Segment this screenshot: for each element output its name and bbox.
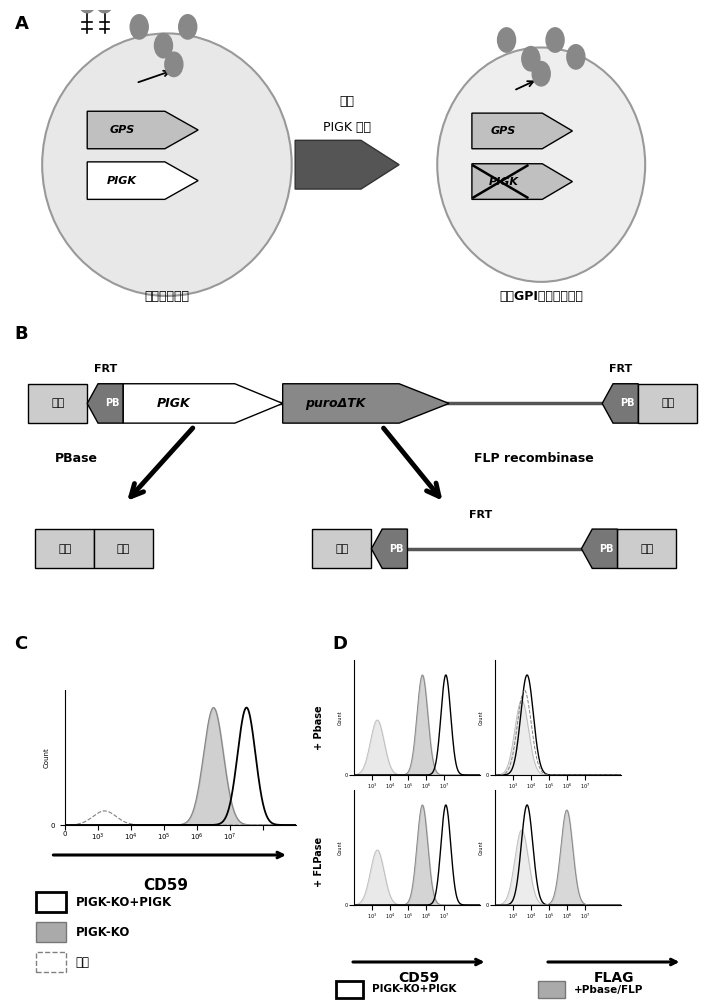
Bar <box>94 529 153 568</box>
Text: puroΔTK: puroΔTK <box>305 397 365 410</box>
Text: FLP recombinase: FLP recombinase <box>474 452 594 465</box>
Circle shape <box>78 0 96 13</box>
Circle shape <box>497 28 516 52</box>
Text: FLAG: FLAG <box>593 971 634 985</box>
Ellipse shape <box>42 33 292 296</box>
Bar <box>617 529 677 568</box>
Text: GPS: GPS <box>491 126 516 136</box>
Circle shape <box>165 52 183 77</box>
Bar <box>36 952 66 972</box>
Polygon shape <box>123 384 283 423</box>
Text: PB: PB <box>105 398 119 408</box>
Circle shape <box>130 15 148 39</box>
Text: A: A <box>14 15 28 33</box>
Text: PB: PB <box>619 398 634 408</box>
Polygon shape <box>602 384 638 423</box>
Text: 基因: 基因 <box>58 544 71 554</box>
Bar <box>313 529 371 568</box>
Text: PIGK: PIGK <box>489 177 518 187</box>
Polygon shape <box>87 162 198 199</box>
Circle shape <box>95 0 113 13</box>
Bar <box>35 529 94 568</box>
Polygon shape <box>472 164 573 199</box>
Text: 背景: 背景 <box>76 956 90 968</box>
Bar <box>36 892 66 912</box>
Text: PB: PB <box>599 544 614 554</box>
Text: D: D <box>332 635 347 653</box>
Text: FRT: FRT <box>94 364 117 374</box>
Polygon shape <box>87 111 198 149</box>
Text: PBase: PBase <box>56 452 98 465</box>
Bar <box>28 384 87 423</box>
Text: PIGK-KO+PIGK: PIGK-KO+PIGK <box>372 984 456 994</box>
Polygon shape <box>581 529 617 568</box>
Text: GPS: GPS <box>110 125 135 135</box>
Text: PIGK-KO+PIGK: PIGK-KO+PIGK <box>76 896 172 908</box>
Text: CD59: CD59 <box>144 878 188 893</box>
Y-axis label: Count: Count <box>338 710 343 725</box>
Text: B: B <box>14 325 28 343</box>
Bar <box>538 981 565 998</box>
Circle shape <box>522 47 540 71</box>
Polygon shape <box>472 113 573 149</box>
Text: 基因: 基因 <box>335 544 349 554</box>
Bar <box>36 922 66 942</box>
Circle shape <box>567 45 585 69</box>
Polygon shape <box>371 529 407 568</box>
Y-axis label: Count: Count <box>338 840 343 855</box>
Circle shape <box>532 62 550 86</box>
Circle shape <box>546 28 564 52</box>
Text: + Pbase: + Pbase <box>314 706 324 750</box>
Text: 移除: 移除 <box>339 95 355 108</box>
Text: PB: PB <box>389 544 404 554</box>
Text: 消除GPI锤定蛋白背景: 消除GPI锤定蛋白背景 <box>500 290 583 302</box>
Y-axis label: Count: Count <box>479 710 484 725</box>
FancyArrow shape <box>295 140 399 189</box>
Bar <box>638 384 697 423</box>
Polygon shape <box>283 384 449 423</box>
Text: 基因: 基因 <box>51 398 64 408</box>
Text: PIGK-KO: PIGK-KO <box>76 926 130 938</box>
Text: 基因: 基因 <box>661 398 674 408</box>
Text: C: C <box>14 635 27 653</box>
Circle shape <box>155 33 173 58</box>
Y-axis label: Count: Count <box>479 840 484 855</box>
Text: PIGK 基因: PIGK 基因 <box>323 121 371 134</box>
Y-axis label: Count: Count <box>43 747 49 768</box>
Text: CD59: CD59 <box>399 971 439 985</box>
Text: FRT: FRT <box>609 364 632 374</box>
Text: 基因: 基因 <box>640 544 653 554</box>
Text: PIGK: PIGK <box>157 397 191 410</box>
Circle shape <box>179 15 196 39</box>
Text: PIGK: PIGK <box>107 176 137 186</box>
Text: 基因: 基因 <box>117 544 130 554</box>
Text: + FLPase: + FLPase <box>314 837 324 887</box>
Text: 高表达细胞株: 高表达细胞株 <box>144 290 189 302</box>
Ellipse shape <box>438 47 645 282</box>
Bar <box>336 981 363 998</box>
Polygon shape <box>87 384 123 423</box>
Text: +Pbase/FLP: +Pbase/FLP <box>574 984 643 994</box>
Text: FRT: FRT <box>469 510 492 520</box>
